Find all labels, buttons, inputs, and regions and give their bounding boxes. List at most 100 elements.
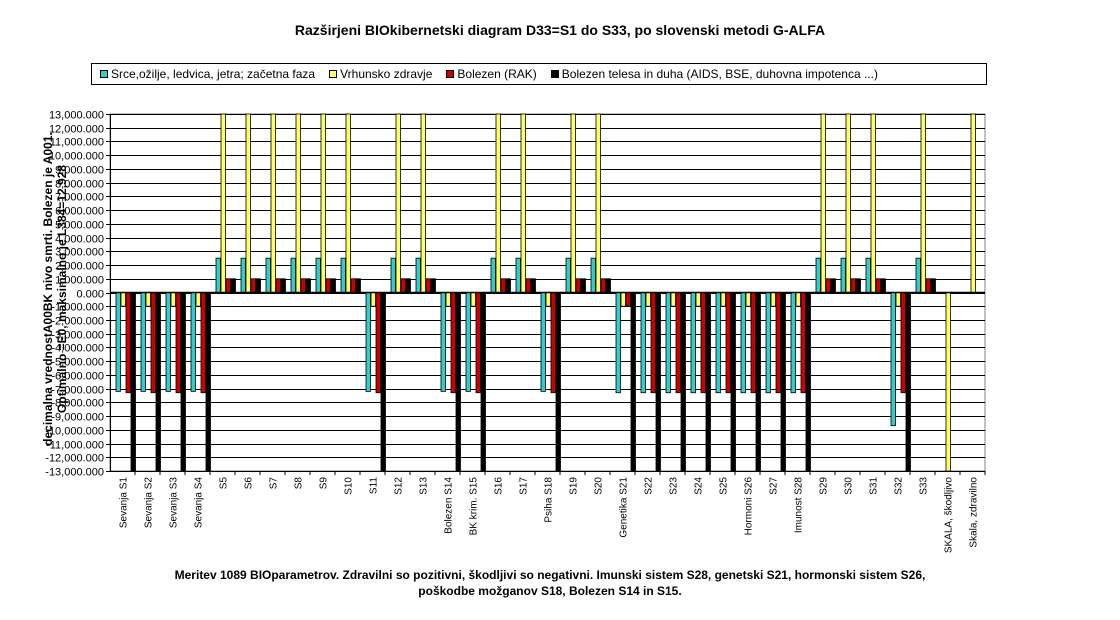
x-category-label: S32 xyxy=(894,477,905,495)
bar xyxy=(675,292,681,394)
x-category-label: S22 xyxy=(644,477,655,495)
bar xyxy=(300,278,306,293)
legend-label: Bolezen (RAK) xyxy=(457,67,537,81)
bar xyxy=(470,292,476,307)
bar xyxy=(305,278,311,293)
bar xyxy=(405,278,411,293)
bar xyxy=(490,257,496,293)
bar xyxy=(565,257,571,293)
x-category-label: S12 xyxy=(394,477,405,495)
bar xyxy=(870,113,876,293)
x-category-label: S20 xyxy=(594,477,605,495)
x-category-label: S17 xyxy=(519,477,530,495)
bar xyxy=(495,113,501,293)
bar xyxy=(895,292,901,307)
legend-item-rak: Bolezen (RAK) xyxy=(446,67,537,81)
bar xyxy=(700,292,706,394)
x-category-label: Sevanja S4 xyxy=(194,477,205,529)
x-category-label: S8 xyxy=(294,477,305,490)
bar xyxy=(250,278,256,293)
bar xyxy=(345,113,351,293)
bar xyxy=(970,113,976,293)
x-category-label: S30 xyxy=(844,477,855,495)
bar xyxy=(415,257,421,293)
bar xyxy=(190,292,196,392)
x-category-label: S33 xyxy=(919,477,930,495)
legend-label: Bolezen telesa in duha (AIDS, BSE, duhov… xyxy=(561,67,878,81)
x-category-label: Sevanja S1 xyxy=(119,477,130,529)
x-category-label: Genetika S21 xyxy=(619,477,630,538)
y-tick-label: 9,000.000 xyxy=(55,165,104,177)
bar xyxy=(680,292,686,472)
bar xyxy=(325,278,331,293)
bar xyxy=(255,278,261,293)
y-tick-label: 8,000.000 xyxy=(55,179,104,191)
bar xyxy=(225,278,231,293)
y-tick-label: -5,000.000 xyxy=(51,357,104,369)
bar xyxy=(715,292,721,394)
bar xyxy=(195,292,201,307)
x-category-label: S24 xyxy=(694,477,705,495)
bar xyxy=(420,113,426,293)
y-tick-label: -2,000.000 xyxy=(51,316,104,328)
y-tick-label: -3,000.000 xyxy=(51,330,104,342)
bar xyxy=(140,292,146,392)
legend-swatch-cyan xyxy=(100,70,108,78)
bar xyxy=(205,292,211,472)
bar xyxy=(395,113,401,293)
bar xyxy=(770,292,776,307)
bar xyxy=(600,278,606,293)
footnote-line1: Meritev 1089 BIOparametrov. Zdravilni so… xyxy=(174,568,926,582)
bar xyxy=(440,292,446,392)
bar xyxy=(930,278,936,293)
bar xyxy=(200,292,206,394)
bar xyxy=(520,113,526,293)
bar xyxy=(540,292,546,392)
bar xyxy=(390,257,396,293)
bar xyxy=(855,278,861,293)
bar xyxy=(170,292,176,307)
bar xyxy=(850,278,856,293)
bar xyxy=(355,278,361,293)
bar xyxy=(275,278,281,293)
bar xyxy=(365,292,371,392)
bar xyxy=(265,257,271,293)
bar xyxy=(150,292,156,394)
bar xyxy=(315,257,321,293)
x-category-label: S23 xyxy=(669,477,680,495)
legend-label: Srce,ožilje, ledvica, jetra; začetna faz… xyxy=(111,67,316,81)
x-category-label: S7 xyxy=(269,477,280,490)
bar xyxy=(690,292,696,394)
bar xyxy=(450,292,456,394)
y-tick-label: 2,000.000 xyxy=(55,261,104,273)
bar xyxy=(145,292,151,307)
y-tick-label: -1,000.000 xyxy=(51,302,104,314)
bar xyxy=(775,292,781,394)
y-tick-label: -9,000.000 xyxy=(51,412,104,424)
bar xyxy=(165,292,171,392)
bar xyxy=(245,113,251,293)
bar xyxy=(670,292,676,307)
bar xyxy=(620,292,626,307)
bar xyxy=(130,292,136,472)
y-tick-label: -13,000.000 xyxy=(45,467,104,479)
footnote: Meritev 1089 BIOparametrov. Zdravilni so… xyxy=(90,567,1010,599)
x-category-label: Hormoni S26 xyxy=(744,477,755,536)
bar xyxy=(650,292,656,394)
bar xyxy=(845,113,851,293)
y-tick-label: 10,000.000 xyxy=(49,151,104,163)
bar xyxy=(615,292,621,394)
bar xyxy=(340,257,346,293)
bar xyxy=(290,257,296,293)
bar xyxy=(605,278,611,293)
bar xyxy=(445,292,451,307)
bar xyxy=(480,292,486,472)
x-category-label: BK krim. S15 xyxy=(469,477,480,536)
bar xyxy=(525,278,531,293)
bar xyxy=(580,278,586,293)
bar xyxy=(840,257,846,293)
bar xyxy=(830,278,836,293)
bar xyxy=(740,292,746,394)
bar xyxy=(400,278,406,293)
